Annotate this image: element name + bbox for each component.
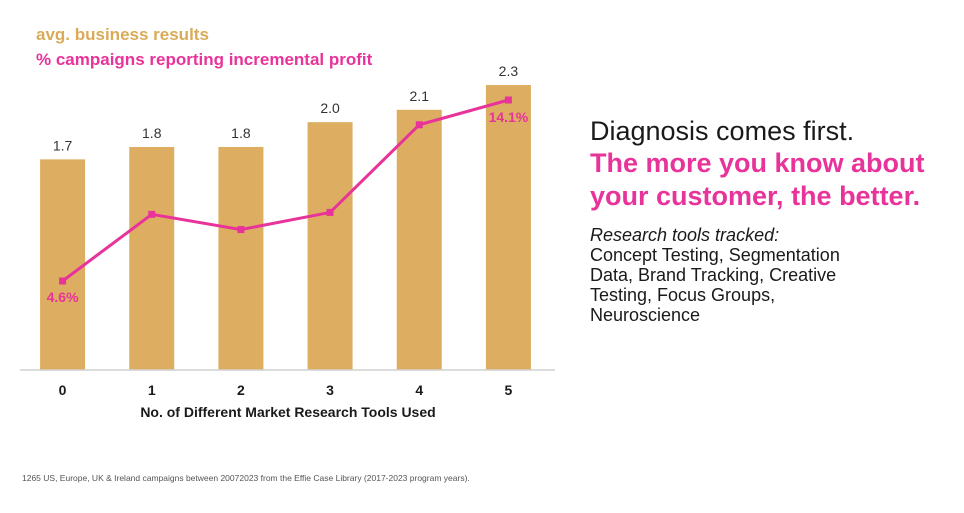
x-tick-label: 5 — [505, 382, 513, 398]
x-tick-label: 2 — [237, 382, 245, 398]
profit-point — [504, 96, 512, 104]
x-tick-label: 4 — [415, 382, 423, 398]
bar-5 — [485, 85, 531, 370]
x-tick-label: 0 — [59, 382, 67, 398]
profit-line — [61, 98, 509, 283]
bar-1 — [129, 146, 175, 370]
tools-label: Research tools tracked: — [590, 225, 780, 245]
profit-point — [326, 208, 334, 216]
x-tick-label: 1 — [148, 382, 156, 398]
profit-point — [415, 121, 423, 129]
bar-value-label: 1.7 — [53, 137, 73, 153]
headline-primary: Diagnosis comes first. — [590, 116, 855, 146]
bar-value-label: 2.1 — [410, 88, 430, 104]
takeaway-panel: Diagnosis comes first. The more you know… — [590, 115, 950, 325]
profit-point-label: 4.6% — [47, 289, 79, 305]
bar-3 — [307, 122, 353, 370]
bar-value-label: 2.0 — [320, 100, 340, 116]
bar-value-label: 1.8 — [142, 125, 162, 141]
x-axis-title: No. of Different Market Research Tools U… — [140, 404, 436, 420]
profit-point — [59, 277, 67, 285]
bar-2 — [218, 146, 264, 370]
bar-value-label: 1.8 — [231, 125, 251, 141]
profit-point-label: 14.1% — [489, 109, 529, 125]
tools-list: Concept Testing, Segmentation Data, Bran… — [590, 245, 840, 325]
bar-value-label: 2.3 — [499, 63, 519, 79]
profit-point — [148, 210, 156, 218]
headline-emphasis: The more you know about your customer, t… — [590, 148, 925, 211]
legend-bars-label: avg. business results — [36, 25, 209, 44]
x-tick-label: 3 — [326, 382, 334, 398]
bar-4 — [396, 109, 442, 371]
bar-0 — [40, 159, 86, 370]
source-footnote: 1265 US, Europe, UK & Ireland campaigns … — [22, 473, 470, 483]
profit-point — [237, 226, 245, 234]
legend-line-label: % campaigns reporting incremental profit — [36, 50, 373, 69]
